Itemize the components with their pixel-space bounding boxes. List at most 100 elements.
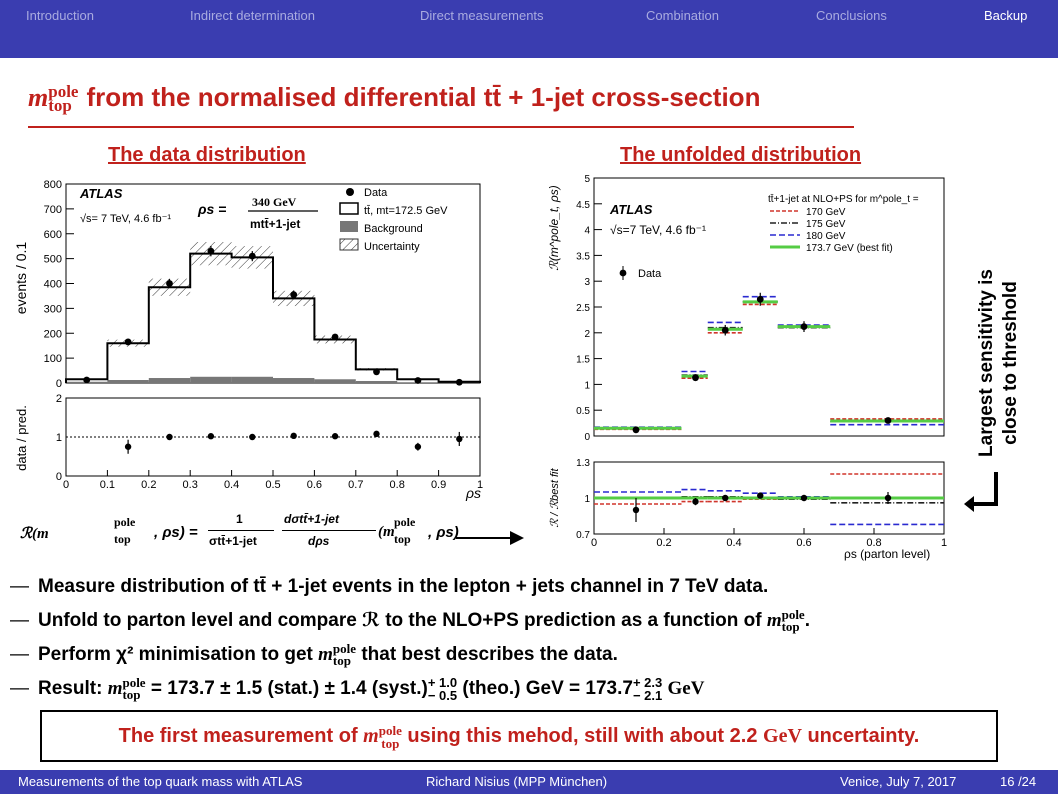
legend-ttbar-marker xyxy=(339,202,359,215)
left-heading: The data distribution xyxy=(108,144,306,166)
bullet-4-up2: + 2.3 xyxy=(632,674,663,690)
formula-rhs-end: , ρs) xyxy=(428,524,459,541)
bullet-3-sub: top xyxy=(332,652,351,668)
nav-introduction[interactable]: Introduction xyxy=(26,8,94,23)
side-note: Largest sensitivity is close to threshol… xyxy=(970,258,1030,468)
title-underline xyxy=(28,126,854,128)
nav-conclusions[interactable]: Conclusions xyxy=(816,8,887,23)
y-tick-label: 500 xyxy=(44,254,62,266)
formula-rhs-sub: top xyxy=(394,532,411,546)
formula-frac2-num: dσtt̄+1-jet xyxy=(284,512,339,526)
left-xlabel: ρs xyxy=(465,485,481,501)
rho-num: 340 GeV xyxy=(252,195,297,209)
x-tick-label: 1 xyxy=(477,479,483,491)
nav-indirect-determination[interactable]: Indirect determination xyxy=(190,8,316,23)
svg-text:close to threshold: close to threshold xyxy=(1000,281,1021,445)
x-tick-label: 0.1 xyxy=(100,479,115,491)
ratio-point xyxy=(692,498,699,505)
y-tick-label: 0 xyxy=(56,378,62,390)
background-bar xyxy=(314,379,356,383)
bullet-4-sub: top xyxy=(122,686,141,702)
legend-uncertainty-marker xyxy=(339,238,359,251)
x-tick-label: 0 xyxy=(63,479,69,491)
x-tick-label: 0.6 xyxy=(796,537,811,549)
background-bar xyxy=(355,381,398,383)
ratio-point xyxy=(456,435,463,443)
top-navigation: Introduction Indirect determination Dire… xyxy=(0,0,1058,58)
bullet-3-m: m xyxy=(318,644,333,665)
formula-rhs: (m xyxy=(378,524,395,540)
right-energy-label: √s=7 TeV, 4.6 fb⁻¹ xyxy=(610,223,706,237)
ratio-y-tick-label: 1.3 xyxy=(576,458,590,469)
y-tick-label: 0.5 xyxy=(576,406,590,417)
ratio-point xyxy=(722,494,729,502)
bullet-4-dn1: − 0.5 xyxy=(427,687,458,703)
data-point xyxy=(166,280,173,287)
data-point xyxy=(455,378,463,386)
footer: Measurements of the top quark mass with … xyxy=(0,770,1058,794)
box-sub: top xyxy=(381,735,400,751)
x-tick-label: 0.8 xyxy=(866,537,881,549)
bullet-2-sub: top xyxy=(781,618,800,634)
rho-formula: ρs = xyxy=(197,201,226,217)
left-ylabel: events / 0.1 xyxy=(13,242,29,315)
x-tick-label: 0 xyxy=(591,537,597,549)
unfolded-distribution-chart: 0 0.5 1 1.5 2 2.5 3 3.5 4 4.5 5 0.7 1 1.3 0 0.2 0.4 0.6 0… xyxy=(547,174,947,561)
ratio-point xyxy=(373,430,380,438)
formula-sub: top xyxy=(114,532,131,546)
background-bar xyxy=(107,380,149,383)
data-point xyxy=(721,326,729,334)
legend-label: Data xyxy=(364,187,388,199)
legend-label: 175 GeV xyxy=(806,219,846,230)
box-before: The first measurement of xyxy=(118,725,358,747)
r-formula: ℛ(m pole top , ρs) = 1 σtt̄+1-jet dσtt̄+… xyxy=(14,510,534,560)
data-point xyxy=(331,333,339,341)
right-xlabel: ρs (parton level) xyxy=(844,547,930,561)
y-tick-label: 100 xyxy=(44,353,62,365)
bullet-list: — Measure distribution of tt̄ + 1-jet eve… xyxy=(10,572,1050,708)
nav-backup[interactable]: Backup xyxy=(984,8,1028,23)
formula-frac2-den: dρs xyxy=(308,534,330,548)
background-bar xyxy=(273,378,315,383)
title-symbol: m xyxy=(28,83,49,112)
y-tick-label: 400 xyxy=(44,279,62,291)
title-text: from the normalised differential tt̄ + 1… xyxy=(86,82,761,112)
x-tick-label: 0.8 xyxy=(390,479,405,491)
x-tick-label: 0.4 xyxy=(224,479,239,491)
slide-title: m pole top from the normalised differential… xyxy=(28,82,761,114)
legend-label: tt̄, mt=172.5 GeV xyxy=(364,205,448,217)
nav-combination[interactable]: Combination xyxy=(646,8,719,23)
y-tick-label: 200 xyxy=(44,328,62,340)
y-tick-label: 1 xyxy=(584,380,590,391)
right-ylabel: ℛ(m^pole_t, ρs) xyxy=(547,185,561,270)
legend-data-marker xyxy=(619,269,627,277)
ratio-y-tick-label: 0.7 xyxy=(576,530,590,541)
nav-direct-measurements[interactable]: Direct measurements xyxy=(420,8,544,23)
y-tick-label: 4 xyxy=(584,226,590,237)
data-point xyxy=(124,338,132,346)
x-tick-label: 0.5 xyxy=(265,479,280,491)
left-ratio-frame xyxy=(65,397,481,477)
right-ratio-ylabel: ℛ / ℛbest fit xyxy=(549,467,561,527)
x-tick-label: 1 xyxy=(941,537,947,549)
left-legend: Data tt̄, mt=172.5 GeV Background Uncertain… xyxy=(339,187,448,253)
formula-frac1-bar xyxy=(208,530,274,531)
right-legend-header: tt̄+1-jet at NLO+PS for m^pole_t = xyxy=(768,193,919,205)
ratio-y-tick-label: 1 xyxy=(56,432,62,444)
box-m: m xyxy=(363,725,379,747)
legend-label: Background xyxy=(364,223,423,235)
x-tick-label: 0.6 xyxy=(307,479,322,491)
legend-label: 173.7 GeV (best fit) xyxy=(806,243,893,254)
data-point xyxy=(248,252,256,260)
ratio-point xyxy=(207,433,215,440)
legend-data-label: Data xyxy=(638,268,662,280)
data-point xyxy=(884,417,892,424)
data-point xyxy=(692,374,699,382)
x-tick-label: 0.4 xyxy=(726,537,741,549)
rho-den: mtt̄+1-jet xyxy=(250,217,300,231)
box-unit: GeV xyxy=(763,725,802,747)
ratio-point xyxy=(632,506,640,514)
bullet-3: — Perform χ² minimisation to get m pole top… xyxy=(10,640,618,668)
y-tick-label: 3.5 xyxy=(576,251,590,262)
data-distribution-chart: 0 100 200 300 400 500 600 700 800 0 1 2 0 0.1 0.2 0.3 0… xyxy=(13,179,483,501)
